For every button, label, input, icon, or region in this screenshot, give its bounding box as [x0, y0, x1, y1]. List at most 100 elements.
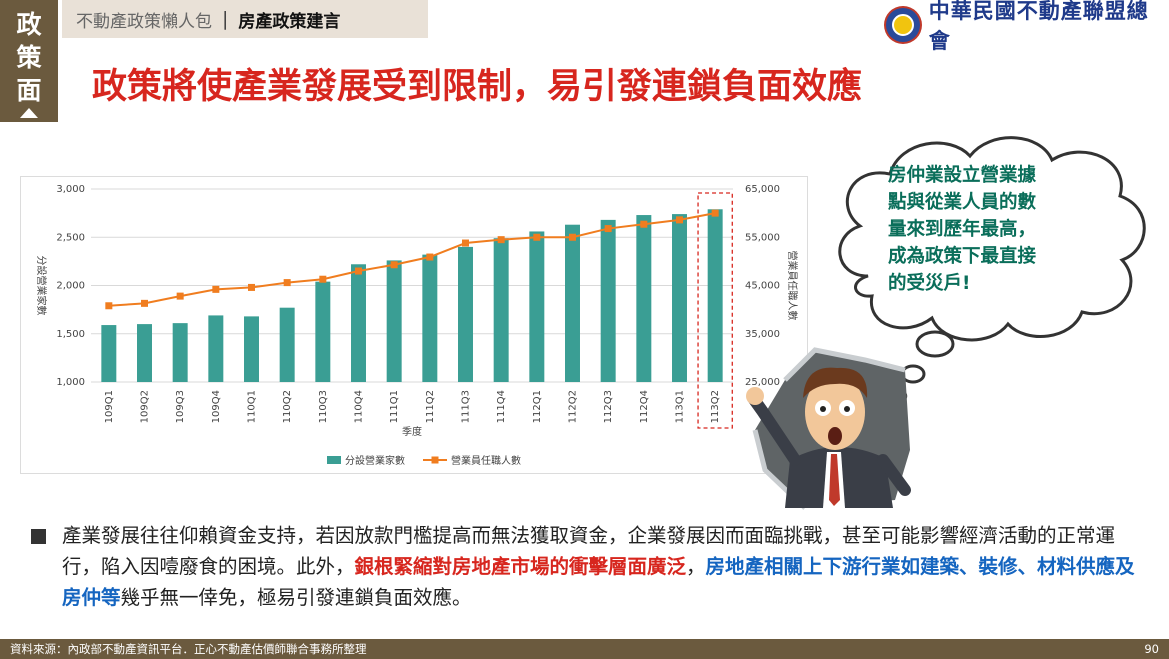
section-tab: 政 策 面 [0, 0, 58, 122]
bar [422, 254, 438, 382]
y-left-tick-label: 2,000 [56, 281, 85, 292]
bar [244, 316, 259, 382]
line-marker [426, 253, 434, 261]
x-tick-label: 112Q3 [603, 390, 614, 423]
callout-line: 房仲業設立營業據 [888, 165, 1037, 186]
bar [172, 323, 188, 382]
line-marker [533, 233, 541, 241]
line-marker [640, 220, 648, 228]
x-tick-label: 110Q1 [247, 390, 258, 423]
line-marker [105, 302, 113, 310]
callout-line: 成為政策下最直接 [888, 246, 1037, 267]
callout-text: 房仲業設立營業據 點與從業人員的數 量來到歷年最高， 成為政策下最直接 的受災戶… [888, 162, 1088, 297]
x-tick-label: 112Q2 [568, 390, 579, 423]
legend-swatch-bars [327, 456, 341, 464]
legend-swatch-marker [431, 456, 439, 464]
y-left-tick-label: 1,500 [56, 329, 85, 340]
legend-label: 分設營業家數 [345, 454, 405, 467]
y-right-tick-label: 65,000 [745, 184, 780, 195]
body-text-part: 產業發展往往仰賴資金支持，若因放款門檻提高而無法獲取資金，企業發展因而面臨挑戰，… [62, 524, 1116, 578]
line-marker [176, 292, 184, 300]
x-tick-label: 109Q1 [104, 390, 115, 423]
page-title: 政策將使產業發展受到限制，易引發連鎖負面效應 [92, 67, 863, 107]
line-marker [390, 261, 398, 269]
line-marker [711, 209, 719, 217]
body-highlight-blue: 房地產相關上下游行業如建築、裝修、材料供應及房仲等 [62, 555, 1135, 609]
callout-line: 點與從業人員的數 [888, 192, 1037, 213]
x-tick-label: 110Q3 [318, 390, 329, 423]
section-tab-char: 面 [16, 76, 42, 105]
shocked-man-illustration [746, 347, 911, 510]
y-left-tick-label: 2,500 [56, 232, 85, 243]
x-tick-label: 109Q4 [211, 390, 222, 423]
x-tick-label: 111Q1 [389, 390, 400, 423]
bar [137, 324, 152, 382]
bar [565, 224, 580, 382]
chart-canvas: 1,000 1,500 2,000 2,500 3,000 25,000 35,000 45,… [35, 184, 799, 467]
x-tick-label: 113Q1 [675, 390, 686, 423]
line-marker [141, 299, 148, 307]
bar [672, 214, 687, 382]
y-right-tick-label: 45,000 [745, 281, 780, 292]
x-tick-label: 111Q3 [461, 390, 472, 423]
series-line [108, 212, 716, 307]
section-tab-char: 政 [16, 10, 42, 39]
bar [315, 281, 331, 382]
bar [458, 246, 473, 382]
bar [600, 219, 616, 382]
bar [351, 264, 366, 382]
line-marker [355, 267, 362, 275]
body-text-part: ， [686, 555, 706, 578]
callout-line: 量來到歷年最高， [888, 219, 1037, 240]
section-tab-char: 策 [16, 43, 42, 72]
x-tick-label: 113Q2 [710, 390, 721, 423]
x-tick-label: 110Q4 [354, 390, 365, 423]
line-marker [604, 225, 612, 233]
line-marker [497, 236, 505, 244]
footer-bar: 資料來源：內政部不動產資訊平台．正心不動產估價師聯合事務所整理 90 [0, 639, 1169, 659]
organization-logo: 中華民國不動產聯盟總會 [884, 0, 1169, 53]
breadcrumb-section: 不動產政策懶人包 [76, 11, 212, 32]
y-left-tick-label: 3,000 [56, 184, 85, 195]
combo-chart: 1,000 1,500 2,000 2,500 3,000 25,000 35,000 45,… [20, 176, 808, 474]
bar [101, 325, 117, 382]
bar [707, 209, 723, 382]
line-marker [569, 233, 576, 241]
line-marker [283, 279, 291, 287]
breadcrumb-current: 房產政策建言 [238, 11, 341, 32]
callout-line: 的受災戶! [888, 273, 971, 294]
x-tick-label: 112Q1 [532, 390, 543, 423]
bar [636, 215, 652, 382]
line-marker [462, 239, 469, 247]
seal-icon [884, 6, 922, 44]
legend-label: 營業員任職人數 [451, 454, 521, 467]
line-marker [319, 275, 327, 283]
y-left-tick-label: 1,000 [56, 377, 85, 388]
breadcrumb: 不動產政策懶人包 | 房產政策建言 [62, 0, 428, 38]
thought-bubble-icon [838, 136, 1146, 403]
line-marker [248, 283, 255, 291]
footer-source: 資料來源：內政部不動產資訊平台．正心不動產估價師聯合事務所整理 [10, 642, 367, 656]
x-tick-label: 109Q2 [140, 390, 151, 423]
logo-text: 中華民國不動產聯盟總會 [928, 0, 1149, 53]
x-axis-label: 季度 [402, 425, 422, 438]
bar [279, 307, 295, 382]
x-tick-label: 110Q2 [282, 390, 293, 423]
body-highlight-red: 銀根緊縮對房地產市場的衝擊層面廣泛 [354, 555, 687, 578]
x-tick-label: 111Q4 [496, 390, 507, 423]
bar [493, 238, 509, 382]
y-left-axis-label: 分設營業家數 [35, 256, 48, 316]
bullet-square [31, 529, 46, 544]
page-number: 90 [1144, 642, 1159, 656]
bar [208, 315, 224, 382]
x-tick-label: 112Q4 [639, 390, 650, 423]
y-right-tick-label: 35,000 [745, 329, 780, 340]
x-tick-label: 109Q3 [175, 390, 186, 423]
body-paragraph: 產業發展往往仰賴資金支持，若因放款門檻提高而無法獲取資金，企業發展因而面臨挑戰，… [62, 520, 1142, 613]
y-right-tick-label: 55,000 [745, 232, 780, 243]
body-text-part: 幾乎無一倖免，極易引發連鎖負面效應。 [120, 586, 472, 609]
highlight-box [697, 192, 733, 429]
bar [386, 260, 402, 382]
x-tick-label: 111Q2 [425, 390, 436, 423]
y-right-tick-label: 25,000 [745, 377, 780, 388]
